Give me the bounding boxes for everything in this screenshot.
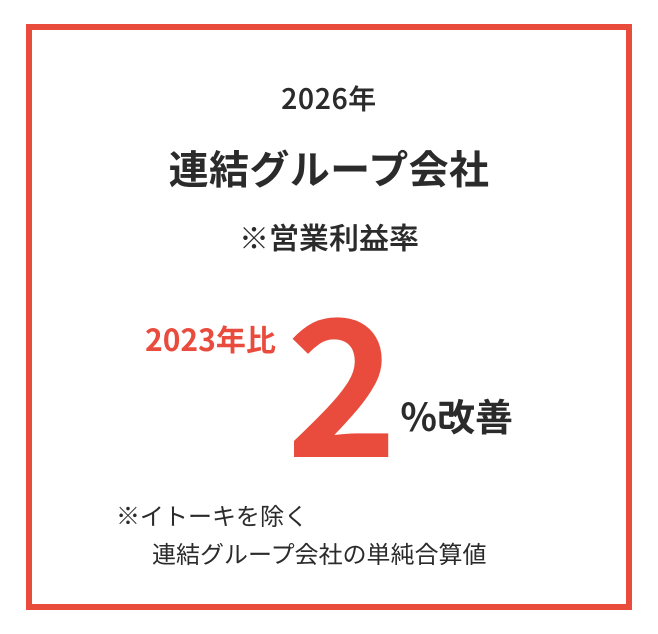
big-number: 2 xyxy=(286,294,391,456)
footnote-line-1: ※イトーキを除く xyxy=(116,496,487,534)
footnote: ※イトーキを除く 連結グループ会社の単純合算値 xyxy=(116,496,487,573)
metric-suffix: %改善 xyxy=(400,387,513,442)
title: 連結グループ会社 xyxy=(169,138,490,196)
target-year: 2026年 xyxy=(281,78,377,118)
footnote-line-2: 連結グループ会社の単純合算値 xyxy=(116,534,487,572)
bordered-frame: 2026年 連結グループ会社 ※営業利益率 2023年比 2 %改善 ※イトーキ… xyxy=(26,24,632,610)
metric-row: 2023年比 2 %改善 xyxy=(72,294,586,456)
comparison-base: 2023年比 xyxy=(145,316,276,360)
